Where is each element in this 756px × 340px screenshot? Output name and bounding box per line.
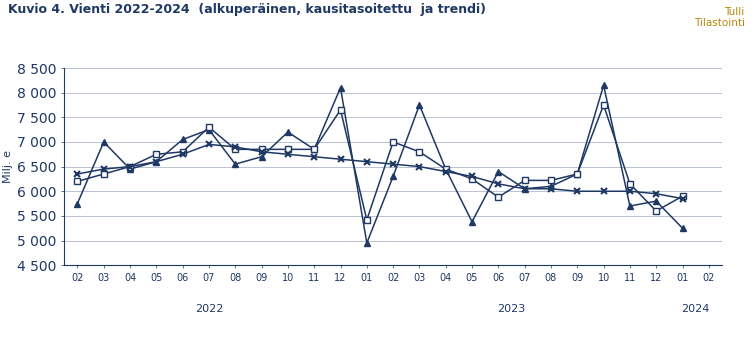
- Alkuperäinen: [204, 128, 213, 132]
- Trendi: [231, 145, 240, 149]
- Alkuperäinen: [310, 147, 319, 151]
- Text: 2024: 2024: [681, 304, 710, 314]
- Trendi: [362, 160, 371, 164]
- Kausitasoitettu: [652, 209, 661, 213]
- Kausitasoitettu: [547, 178, 556, 183]
- Trendi: [573, 189, 582, 193]
- Trendi: [310, 155, 319, 159]
- Kausitasoitettu: [284, 147, 293, 151]
- Trendi: [547, 187, 556, 191]
- Trendi: [389, 162, 398, 166]
- Alkuperäinen: [494, 170, 503, 174]
- Kausitasoitettu: [336, 108, 345, 112]
- Trendi: [625, 189, 634, 193]
- Trendi: [494, 182, 503, 186]
- Trendi: [336, 157, 345, 161]
- Kausitasoitettu: [573, 172, 582, 176]
- Alkuperäinen: [652, 199, 661, 203]
- Alkuperäinen: [415, 103, 424, 107]
- Trendi: [257, 150, 266, 154]
- Text: Kuvio 4. Vienti 2022-2024  (alkuperäinen, kausitasoitettu  ja trendi): Kuvio 4. Vienti 2022-2024 (alkuperäinen,…: [8, 3, 485, 16]
- Trendi: [442, 170, 451, 174]
- Kausitasoitettu: [362, 218, 371, 222]
- Text: 2023: 2023: [497, 304, 525, 314]
- Line: Trendi: Trendi: [74, 141, 686, 202]
- Text: Tulli
Tilastointi: Tulli Tilastointi: [694, 7, 745, 29]
- Alkuperäinen: [625, 204, 634, 208]
- Alkuperäinen: [678, 226, 687, 230]
- Trendi: [520, 187, 529, 191]
- Alkuperäinen: [152, 160, 161, 164]
- Trendi: [73, 172, 82, 176]
- Kausitasoitettu: [152, 152, 161, 156]
- Kausitasoitettu: [494, 195, 503, 199]
- Kausitasoitettu: [231, 147, 240, 151]
- Kausitasoitettu: [204, 125, 213, 129]
- Trendi: [599, 189, 608, 193]
- Alkuperäinen: [99, 140, 108, 144]
- Alkuperäinen: [573, 172, 582, 176]
- Trendi: [125, 165, 135, 169]
- Trendi: [178, 152, 187, 156]
- Trendi: [415, 165, 424, 169]
- Alkuperäinen: [599, 83, 608, 87]
- Kausitasoitettu: [389, 140, 398, 144]
- Alkuperäinen: [284, 130, 293, 134]
- Kausitasoitettu: [310, 147, 319, 151]
- Kausitasoitettu: [678, 194, 687, 198]
- Kausitasoitettu: [178, 150, 187, 154]
- Kausitasoitettu: [467, 177, 476, 181]
- Line: Kausitasoitettu: Kausitasoitettu: [74, 102, 686, 223]
- Y-axis label: Milj. e: Milj. e: [3, 150, 13, 183]
- Alkuperäinen: [257, 155, 266, 159]
- Alkuperäinen: [520, 187, 529, 191]
- Alkuperäinen: [442, 167, 451, 171]
- Alkuperäinen: [231, 162, 240, 166]
- Kausitasoitettu: [99, 172, 108, 176]
- Trendi: [467, 174, 476, 179]
- Trendi: [152, 160, 161, 164]
- Text: 2022: 2022: [195, 304, 223, 314]
- Trendi: [678, 197, 687, 201]
- Alkuperäinen: [73, 202, 82, 206]
- Kausitasoitettu: [125, 165, 135, 169]
- Kausitasoitettu: [73, 180, 82, 184]
- Trendi: [284, 152, 293, 156]
- Alkuperäinen: [547, 184, 556, 188]
- Trendi: [652, 192, 661, 196]
- Alkuperäinen: [336, 86, 345, 90]
- Trendi: [204, 142, 213, 147]
- Alkuperäinen: [125, 167, 135, 171]
- Kausitasoitettu: [442, 167, 451, 171]
- Alkuperäinen: [362, 241, 371, 245]
- Alkuperäinen: [178, 137, 187, 141]
- Kausitasoitettu: [599, 103, 608, 107]
- Kausitasoitettu: [257, 147, 266, 151]
- Line: Alkuperäinen: Alkuperäinen: [74, 82, 686, 246]
- Kausitasoitettu: [625, 182, 634, 186]
- Alkuperäinen: [467, 220, 476, 224]
- Alkuperäinen: [389, 174, 398, 179]
- Trendi: [99, 167, 108, 171]
- Kausitasoitettu: [415, 150, 424, 154]
- Kausitasoitettu: [520, 178, 529, 183]
